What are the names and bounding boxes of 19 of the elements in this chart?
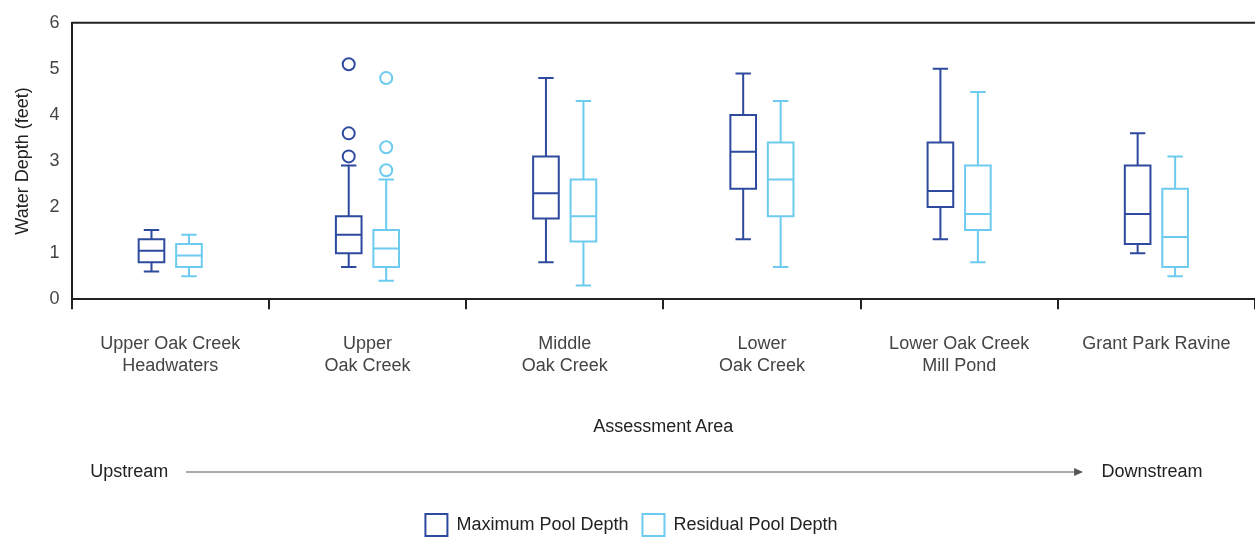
y-tick-label: 4 [49,103,60,124]
x-axis-title: Assessment Area [593,416,735,437]
x-tick-label: Grant Park Ravine [1082,332,1231,353]
legend-label: Maximum Pool Depth [456,513,629,534]
y-tick-label: 1 [49,242,60,263]
x-tick-label: Upper Oak Creek Headwaters [100,332,242,375]
y-axis-title: Water Depth (feet) [11,87,32,235]
x-tick-label: Lower Oak Creek [718,332,806,375]
y-tick-label: 5 [49,57,60,78]
legend-label: Residual Pool Depth [673,513,838,534]
y-tick-label: 2 [49,196,60,217]
x-tick-label: Lower Oak Creek Mill Pond [889,332,1031,375]
y-tick-label: 3 [49,149,60,170]
text: Upstream [90,460,169,481]
y-tick-label: 0 [49,288,60,309]
y-tick-label: 6 [49,11,60,32]
x-tick-label: Upper Oak Creek [324,332,412,375]
text: Downstream [1101,460,1203,481]
x-tick-label: Middle Oak Creek [521,332,609,375]
